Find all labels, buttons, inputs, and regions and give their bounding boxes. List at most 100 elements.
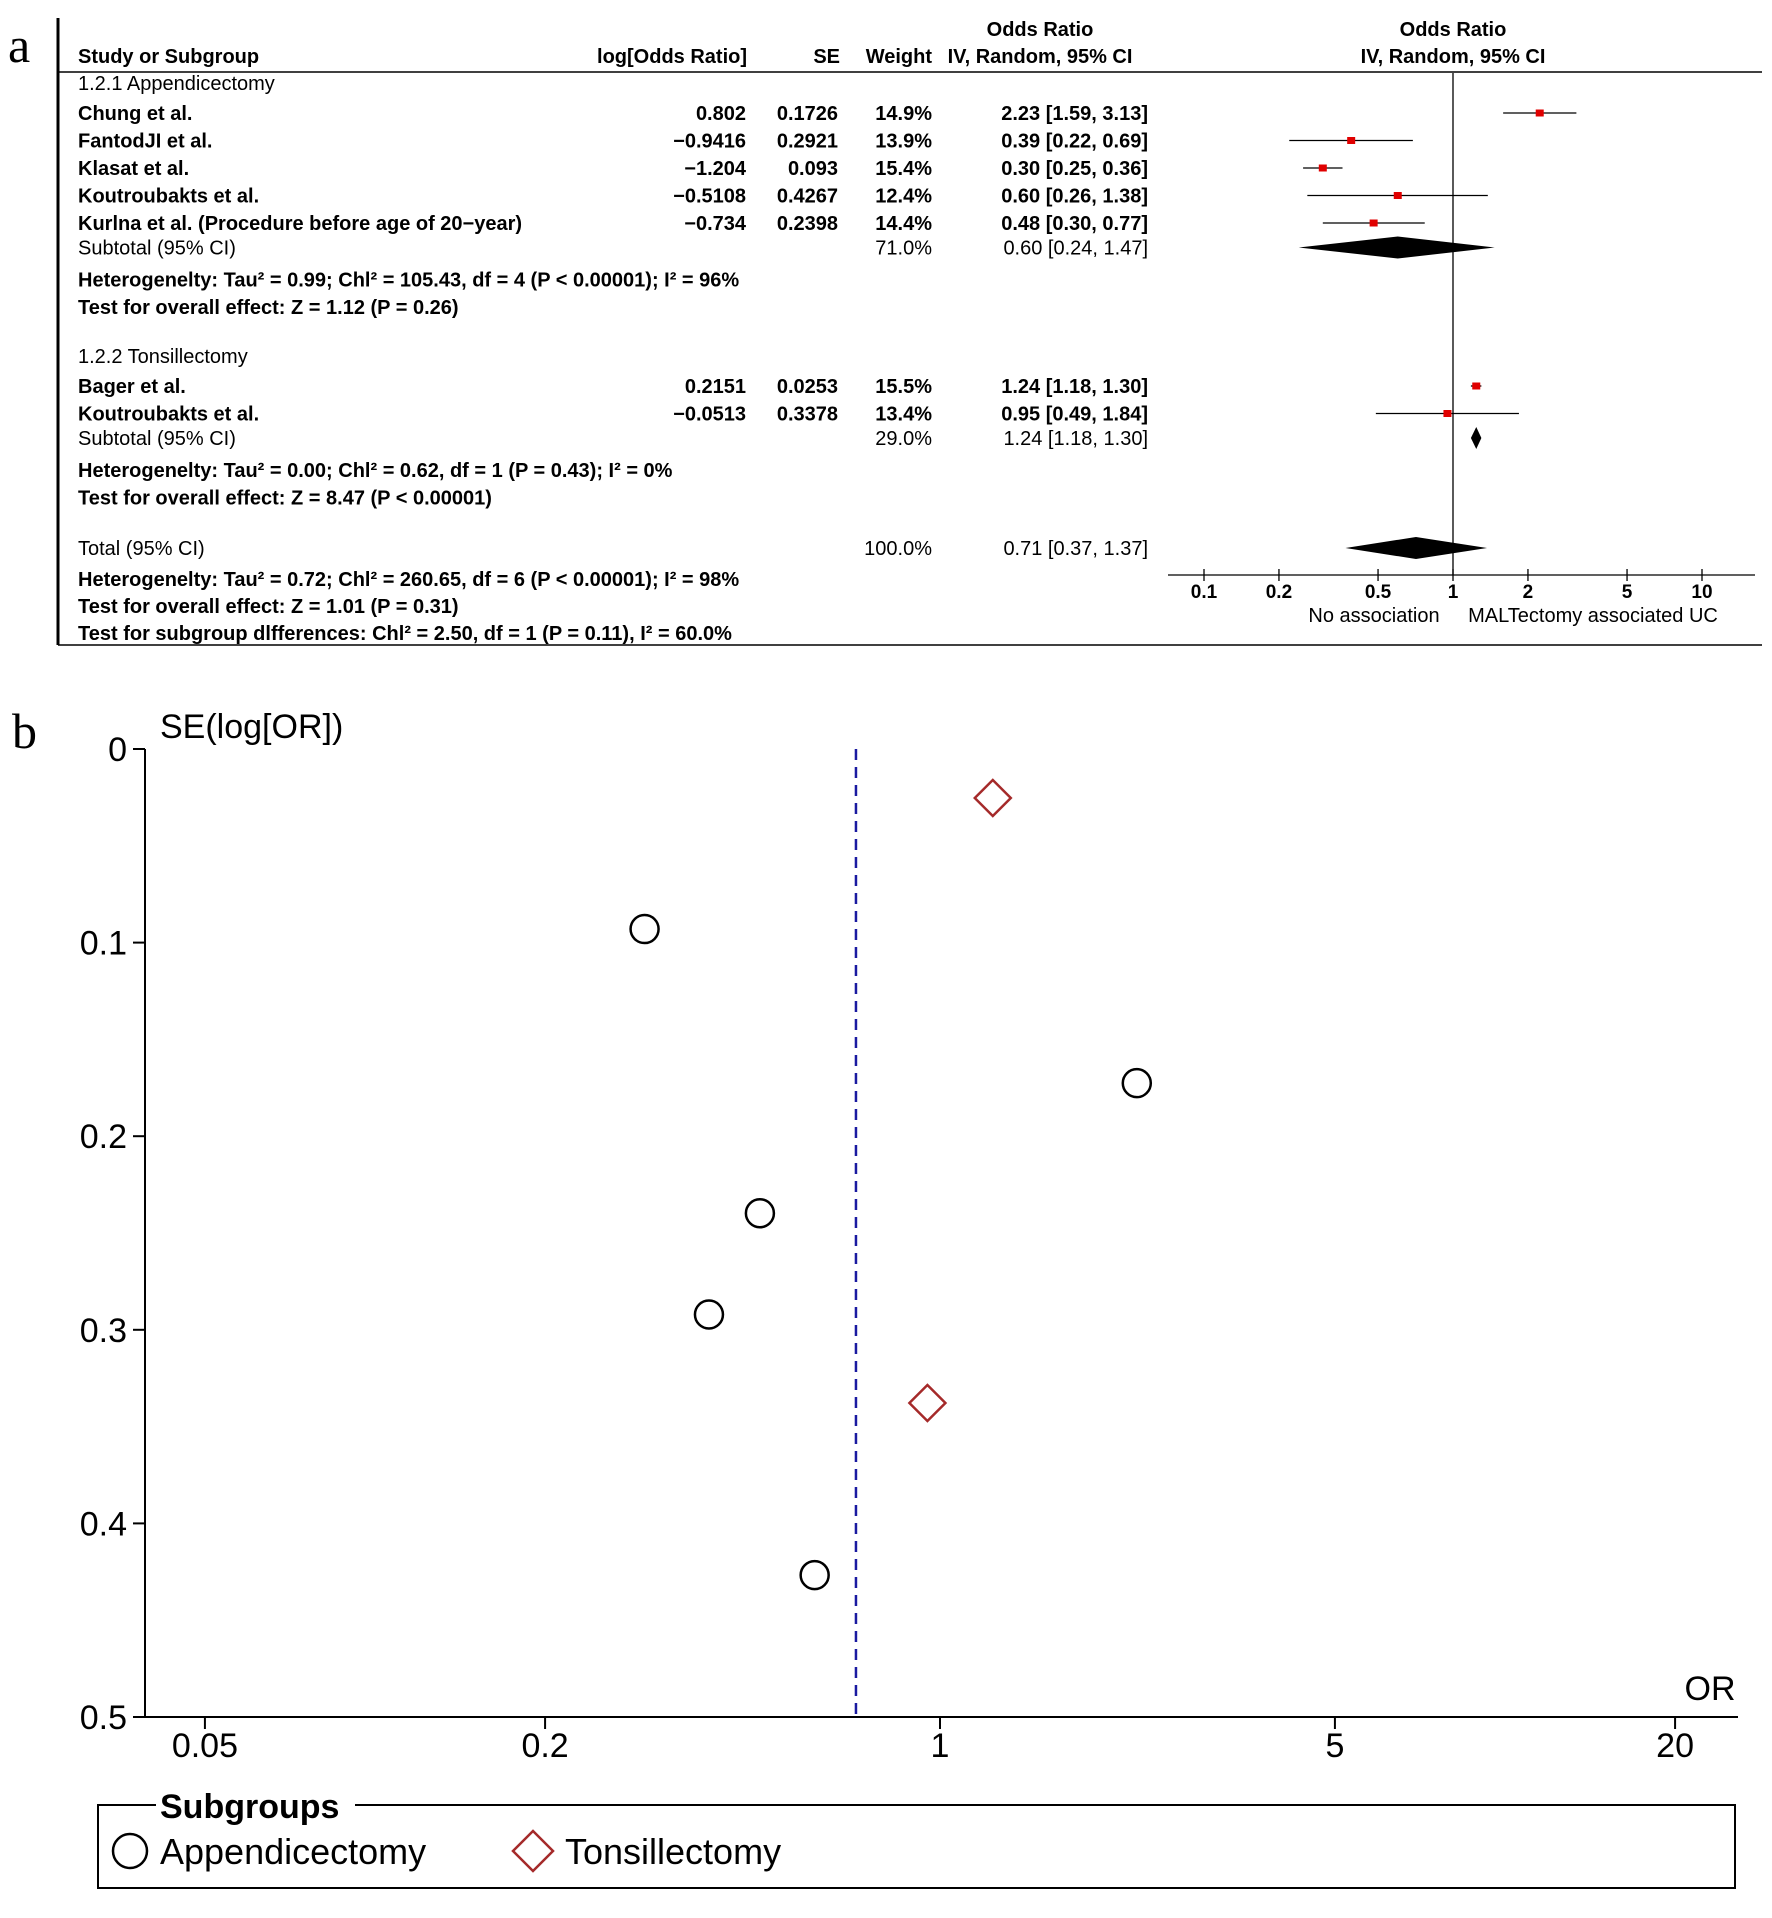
funnel-y-label: SE(log[OR]) xyxy=(160,708,343,746)
study-ci-g0-s1: 0.39 [0.22, 0.69] xyxy=(1001,131,1148,153)
study-logor-g0-s4: −0.734 xyxy=(684,213,747,235)
study-se-g0-s2: 0.093 xyxy=(788,158,838,180)
study-se-g0-s1: 0.2921 xyxy=(777,131,838,153)
forest-tick-label-5: 5 xyxy=(1622,582,1633,603)
forest-rows: 1.2.1 Appendicectomy Chung et al. 0.802 0.1… xyxy=(78,73,1148,645)
total-label: Total (95% CI) xyxy=(78,538,205,560)
funnel-x-tick-label-1: 0.2 xyxy=(521,1727,568,1765)
funnel-y-tick-label-5: 0.5 xyxy=(80,1699,127,1737)
funnel-point-appendicectomy-0 xyxy=(1121,1067,1153,1099)
heterogeneity-g1: Heterogenelty: Tau² = 0.00; Chl² = 0.62,… xyxy=(78,460,673,482)
forest-tick-label-1: 0.2 xyxy=(1266,582,1292,603)
study-logor-g0-s2: −1.204 xyxy=(684,158,747,180)
legend: Subgroups Appendicectomy Tonsillectomy xyxy=(97,1788,1736,1889)
study-se-g0-s0: 0.1726 xyxy=(777,103,838,125)
study-weight-g1-s0: 15.5% xyxy=(875,376,932,398)
funnel-point-appendicectomy-3 xyxy=(799,1559,830,1591)
forest-plot: Study or Subgroup log[Odds Ratio] SE Wei… xyxy=(56,18,1762,646)
study-name-g0-s1: FantodJI et al. xyxy=(78,131,212,153)
study-marker-g1-s1 xyxy=(1443,410,1452,417)
funnel-axes: 0 0.1 0.2 0.3 0.4 0.5 0.05 0.2 1 5 20 xyxy=(80,731,1738,1765)
study-name-g1-s1: Koutroubakts et al. xyxy=(78,404,259,426)
funnel-x-tick-label-2: 1 xyxy=(931,1727,950,1765)
legend-tonsillectomy-label: Tonsillectomy xyxy=(565,1831,781,1872)
study-logor-g1-s1: −0.0513 xyxy=(673,404,746,426)
header-plot-method: IV, Random, 95% CI xyxy=(1361,46,1546,68)
subtotal-label-g0: Subtotal (95% CI) xyxy=(78,238,236,260)
study-se-g0-s3: 0.4267 xyxy=(777,186,838,208)
study-ci-g1-s0: 1.24 [1.18, 1.30] xyxy=(1001,376,1148,398)
funnel-point-appendicectomy-2 xyxy=(629,913,660,945)
group-title-g1: 1.2.2 Tonsillectomy xyxy=(78,346,248,368)
funnel-y-tick-label-1: 0.1 xyxy=(80,925,127,963)
total-overall-effect: Test for overall effect: Z = 1.01 (P = 0… xyxy=(78,596,459,618)
total-subgroup-test: Test for subgroup dlfferences: Chl² = 2.… xyxy=(78,623,732,645)
forest-tick-label-6: 10 xyxy=(1691,582,1712,603)
forest-plot-area: 0.1 0.2 0.5 1 2 5 10 xyxy=(1168,73,1755,603)
study-name-g0-s0: Chung et al. xyxy=(78,103,192,125)
total-weight: 100.0% xyxy=(864,538,932,560)
funnel-point-tonsillectomy-1 xyxy=(907,1383,948,1423)
panel-letter-b: b xyxy=(12,703,37,759)
overall-effect-g0: Test for overall effect: Z = 1.12 (P = 0… xyxy=(78,297,459,319)
funnel-point-appendicectomy-4 xyxy=(744,1198,776,1229)
study-marker-g0-s1 xyxy=(1347,137,1356,144)
funnel-x-label: OR xyxy=(1685,1670,1736,1708)
study-weight-g0-s3: 12.4% xyxy=(875,186,932,208)
funnel-plot: SE(log[OR]) OR 0 0.1 0.2 0.3 0.4 0.5 0.05 0.2 1 5… xyxy=(80,708,1738,1765)
legend-appendicectomy-marker xyxy=(111,1832,149,1870)
subtotal-weight-g0: 71.0% xyxy=(875,238,932,260)
study-logor-g0-s1: −0.9416 xyxy=(673,131,746,153)
funnel-y-tick-label-0: 0 xyxy=(108,731,127,769)
study-name-g0-s3: Koutroubakts et al. xyxy=(78,186,259,208)
study-weight-g0-s0: 14.9% xyxy=(875,103,932,125)
header-weight: Weight xyxy=(866,46,933,68)
study-ci-g1-s1: 0.95 [0.49, 1.84] xyxy=(1001,404,1148,426)
header-logor: log[Odds Ratio] xyxy=(597,46,747,68)
forest-tick-label-3: 1 xyxy=(1448,582,1459,603)
header-plot-title: Odds Ratio xyxy=(1400,19,1507,41)
funnel-x-tick-label-4: 20 xyxy=(1656,1727,1694,1765)
study-marker-g0-s2 xyxy=(1318,164,1327,172)
funnel-point-tonsillectomy-0 xyxy=(973,778,1013,818)
study-name-g0-s2: Klasat et al. xyxy=(78,158,189,180)
heterogeneity-g0: Heterogenelty: Tau² = 0.99; Chl² = 105.4… xyxy=(78,270,739,292)
funnel-y-tick-label-2: 0.2 xyxy=(80,1118,127,1156)
study-logor-g0-s3: −0.5108 xyxy=(673,186,746,208)
study-marker-g1-s0 xyxy=(1472,382,1481,390)
total-heterogeneity: Heterogenelty: Tau² = 0.72; Chl² = 260.6… xyxy=(78,569,739,591)
forest-tick-label-4: 2 xyxy=(1523,582,1534,603)
study-logor-g0-s0: 0.802 xyxy=(696,103,746,125)
study-se-g1-s0: 0.0253 xyxy=(777,376,838,398)
header-study: Study or Subgroup xyxy=(78,46,259,68)
legend-tonsillectomy-marker xyxy=(511,1829,555,1873)
subtotal-ci-g1: 1.24 [1.18, 1.30] xyxy=(1003,428,1148,450)
study-weight-g0-s4: 14.4% xyxy=(875,213,932,235)
header-se: SE xyxy=(813,46,840,68)
group-title-g0: 1.2.1 Appendicectomy xyxy=(78,73,275,95)
header-or-title: Odds Ratio xyxy=(987,19,1094,41)
subtotal-diamond-g1 xyxy=(1470,427,1482,449)
study-name-g0-s4: Kurlna et al. (Procedure before age of 2… xyxy=(78,213,522,235)
study-marker-g0-s0 xyxy=(1535,109,1544,117)
subtotal-label-g1: Subtotal (95% CI) xyxy=(78,428,236,450)
panel-letter-a: a xyxy=(8,17,30,73)
study-ci-g0-s2: 0.30 [0.25, 0.36] xyxy=(1001,158,1148,180)
total-ci: 0.71 [0.37, 1.37] xyxy=(1003,538,1148,560)
study-weight-g0-s2: 15.4% xyxy=(875,158,932,180)
funnel-y-tick-label-4: 0.4 xyxy=(80,1505,127,1543)
subtotal-weight-g1: 29.0% xyxy=(875,428,932,450)
study-se-g1-s1: 0.3378 xyxy=(777,404,838,426)
study-logor-g1-s0: 0.2151 xyxy=(685,376,746,398)
forest-tick-label-2: 0.5 xyxy=(1365,582,1392,603)
forest-tick-label-0: 0.1 xyxy=(1191,582,1218,603)
subtotal-diamond-g0 xyxy=(1298,236,1495,259)
study-se-g0-s4: 0.2398 xyxy=(777,213,838,235)
subtotal-ci-g0: 0.60 [0.24, 1.47] xyxy=(1003,238,1148,260)
funnel-y-tick-label-3: 0.3 xyxy=(80,1312,127,1350)
study-marker-g0-s4 xyxy=(1369,219,1378,227)
overall-effect-g1: Test for overall effect: Z = 8.47 (P < 0… xyxy=(78,488,492,510)
legend-frame xyxy=(97,1804,1736,1889)
study-weight-g0-s1: 13.9% xyxy=(875,131,932,153)
